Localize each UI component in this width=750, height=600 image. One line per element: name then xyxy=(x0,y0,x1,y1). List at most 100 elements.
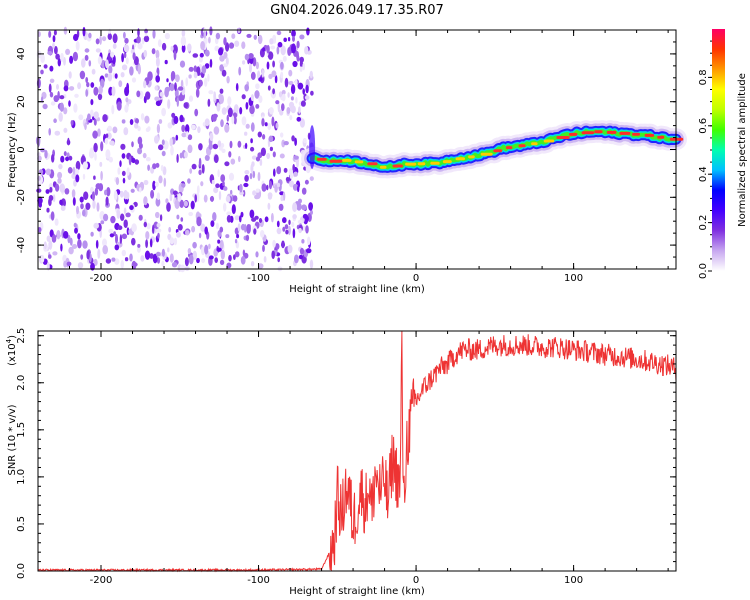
noise-blob xyxy=(302,213,308,219)
noise-blob xyxy=(64,188,70,195)
noise-blob xyxy=(305,84,309,94)
noise-blob xyxy=(156,257,161,264)
noise-blob xyxy=(209,196,215,202)
noise-blob xyxy=(48,254,52,259)
noise-blob xyxy=(251,161,255,167)
noise-blob xyxy=(82,209,86,217)
noise-blob xyxy=(158,175,163,184)
noise-blob xyxy=(203,194,208,203)
spectrogram-noise-region xyxy=(35,26,314,273)
noise-blob xyxy=(228,151,232,158)
noise-blob xyxy=(221,107,227,115)
noise-blob xyxy=(170,145,174,156)
noise-blob xyxy=(121,53,124,63)
noise-blob xyxy=(264,122,268,127)
noise-blob xyxy=(249,209,255,219)
noise-blob xyxy=(105,59,109,69)
noise-blob xyxy=(302,225,306,232)
noise-blob xyxy=(215,183,220,188)
noise-blob xyxy=(169,193,173,202)
noise-blob xyxy=(179,199,184,208)
noise-blob xyxy=(287,244,293,254)
snr-multiplier-base: (x10 xyxy=(7,343,18,366)
noise-blob xyxy=(115,233,118,244)
noise-blob xyxy=(198,56,203,63)
noise-blob xyxy=(301,187,307,195)
noise-blob xyxy=(111,257,116,262)
noise-blob xyxy=(271,116,275,127)
noise-blob xyxy=(84,122,87,130)
noise-blob xyxy=(245,234,250,242)
noise-blob xyxy=(94,187,99,196)
noise-blob xyxy=(207,73,210,82)
noise-blob xyxy=(232,112,238,118)
noise-blob xyxy=(76,205,79,215)
noise-blob xyxy=(266,184,269,191)
noise-blob xyxy=(254,90,260,99)
noise-blob xyxy=(176,214,180,220)
noise-blob xyxy=(118,80,123,88)
noise-blob xyxy=(123,207,127,215)
noise-blob xyxy=(155,251,161,257)
noise-blob xyxy=(85,89,89,97)
noise-blob xyxy=(257,131,262,138)
noise-blob xyxy=(68,71,72,79)
noise-blob xyxy=(112,72,116,79)
noise-blob xyxy=(267,51,274,60)
noise-blob xyxy=(128,156,132,166)
noise-blob xyxy=(52,42,55,50)
noise-blob xyxy=(151,48,156,55)
noise-blob xyxy=(298,106,301,114)
noise-blob xyxy=(143,196,148,206)
noise-blob xyxy=(242,189,246,197)
noise-blob xyxy=(46,261,50,271)
noise-blob xyxy=(276,46,280,55)
noise-blob xyxy=(72,166,76,175)
noise-blob xyxy=(267,192,273,199)
noise-blob xyxy=(52,194,56,203)
noise-blob xyxy=(145,91,151,100)
noise-blob xyxy=(45,168,52,176)
snr-ytick-label: 0.0 xyxy=(16,563,27,579)
noise-blob xyxy=(116,101,122,111)
noise-blob xyxy=(303,138,307,144)
noise-blob xyxy=(272,239,276,248)
noise-blob xyxy=(97,56,102,65)
noise-blob xyxy=(48,30,52,38)
noise-blob xyxy=(95,239,99,249)
noise-blob xyxy=(49,65,54,72)
colorbar: 0.0 0.2 0.4 0.6 0.8 Normalized spectral ampl… xyxy=(698,29,748,279)
noise-blob xyxy=(242,249,246,257)
noise-blob xyxy=(280,195,284,202)
noise-blob xyxy=(117,167,121,175)
noise-blob xyxy=(180,217,184,222)
noise-blob xyxy=(196,185,200,195)
noise-blob xyxy=(201,246,205,256)
noise-blob xyxy=(225,195,231,203)
noise-blob xyxy=(57,178,62,184)
noise-blob xyxy=(297,185,300,193)
noise-blob xyxy=(212,113,218,119)
noise-blob xyxy=(290,84,296,95)
noise-blob xyxy=(310,90,314,96)
noise-blob xyxy=(292,60,298,68)
noise-blob xyxy=(75,160,81,171)
noise-blob xyxy=(171,262,178,268)
spec-ytick-label: -20 xyxy=(16,189,27,205)
noise-blob xyxy=(92,199,96,209)
noise-blob xyxy=(220,143,225,148)
noise-blob xyxy=(187,144,193,154)
noise-blob xyxy=(79,70,86,80)
noise-blob xyxy=(255,104,260,109)
noise-blob xyxy=(135,118,139,124)
noise-blob xyxy=(82,173,86,180)
noise-blob xyxy=(75,174,80,183)
noise-blob xyxy=(120,213,125,221)
noise-blob xyxy=(109,140,115,146)
noise-blob xyxy=(98,85,103,95)
noise-blob xyxy=(214,257,218,263)
noise-blob xyxy=(188,66,194,72)
noise-blob xyxy=(277,102,280,113)
noise-blob xyxy=(107,33,113,40)
noise-blob xyxy=(171,112,176,118)
